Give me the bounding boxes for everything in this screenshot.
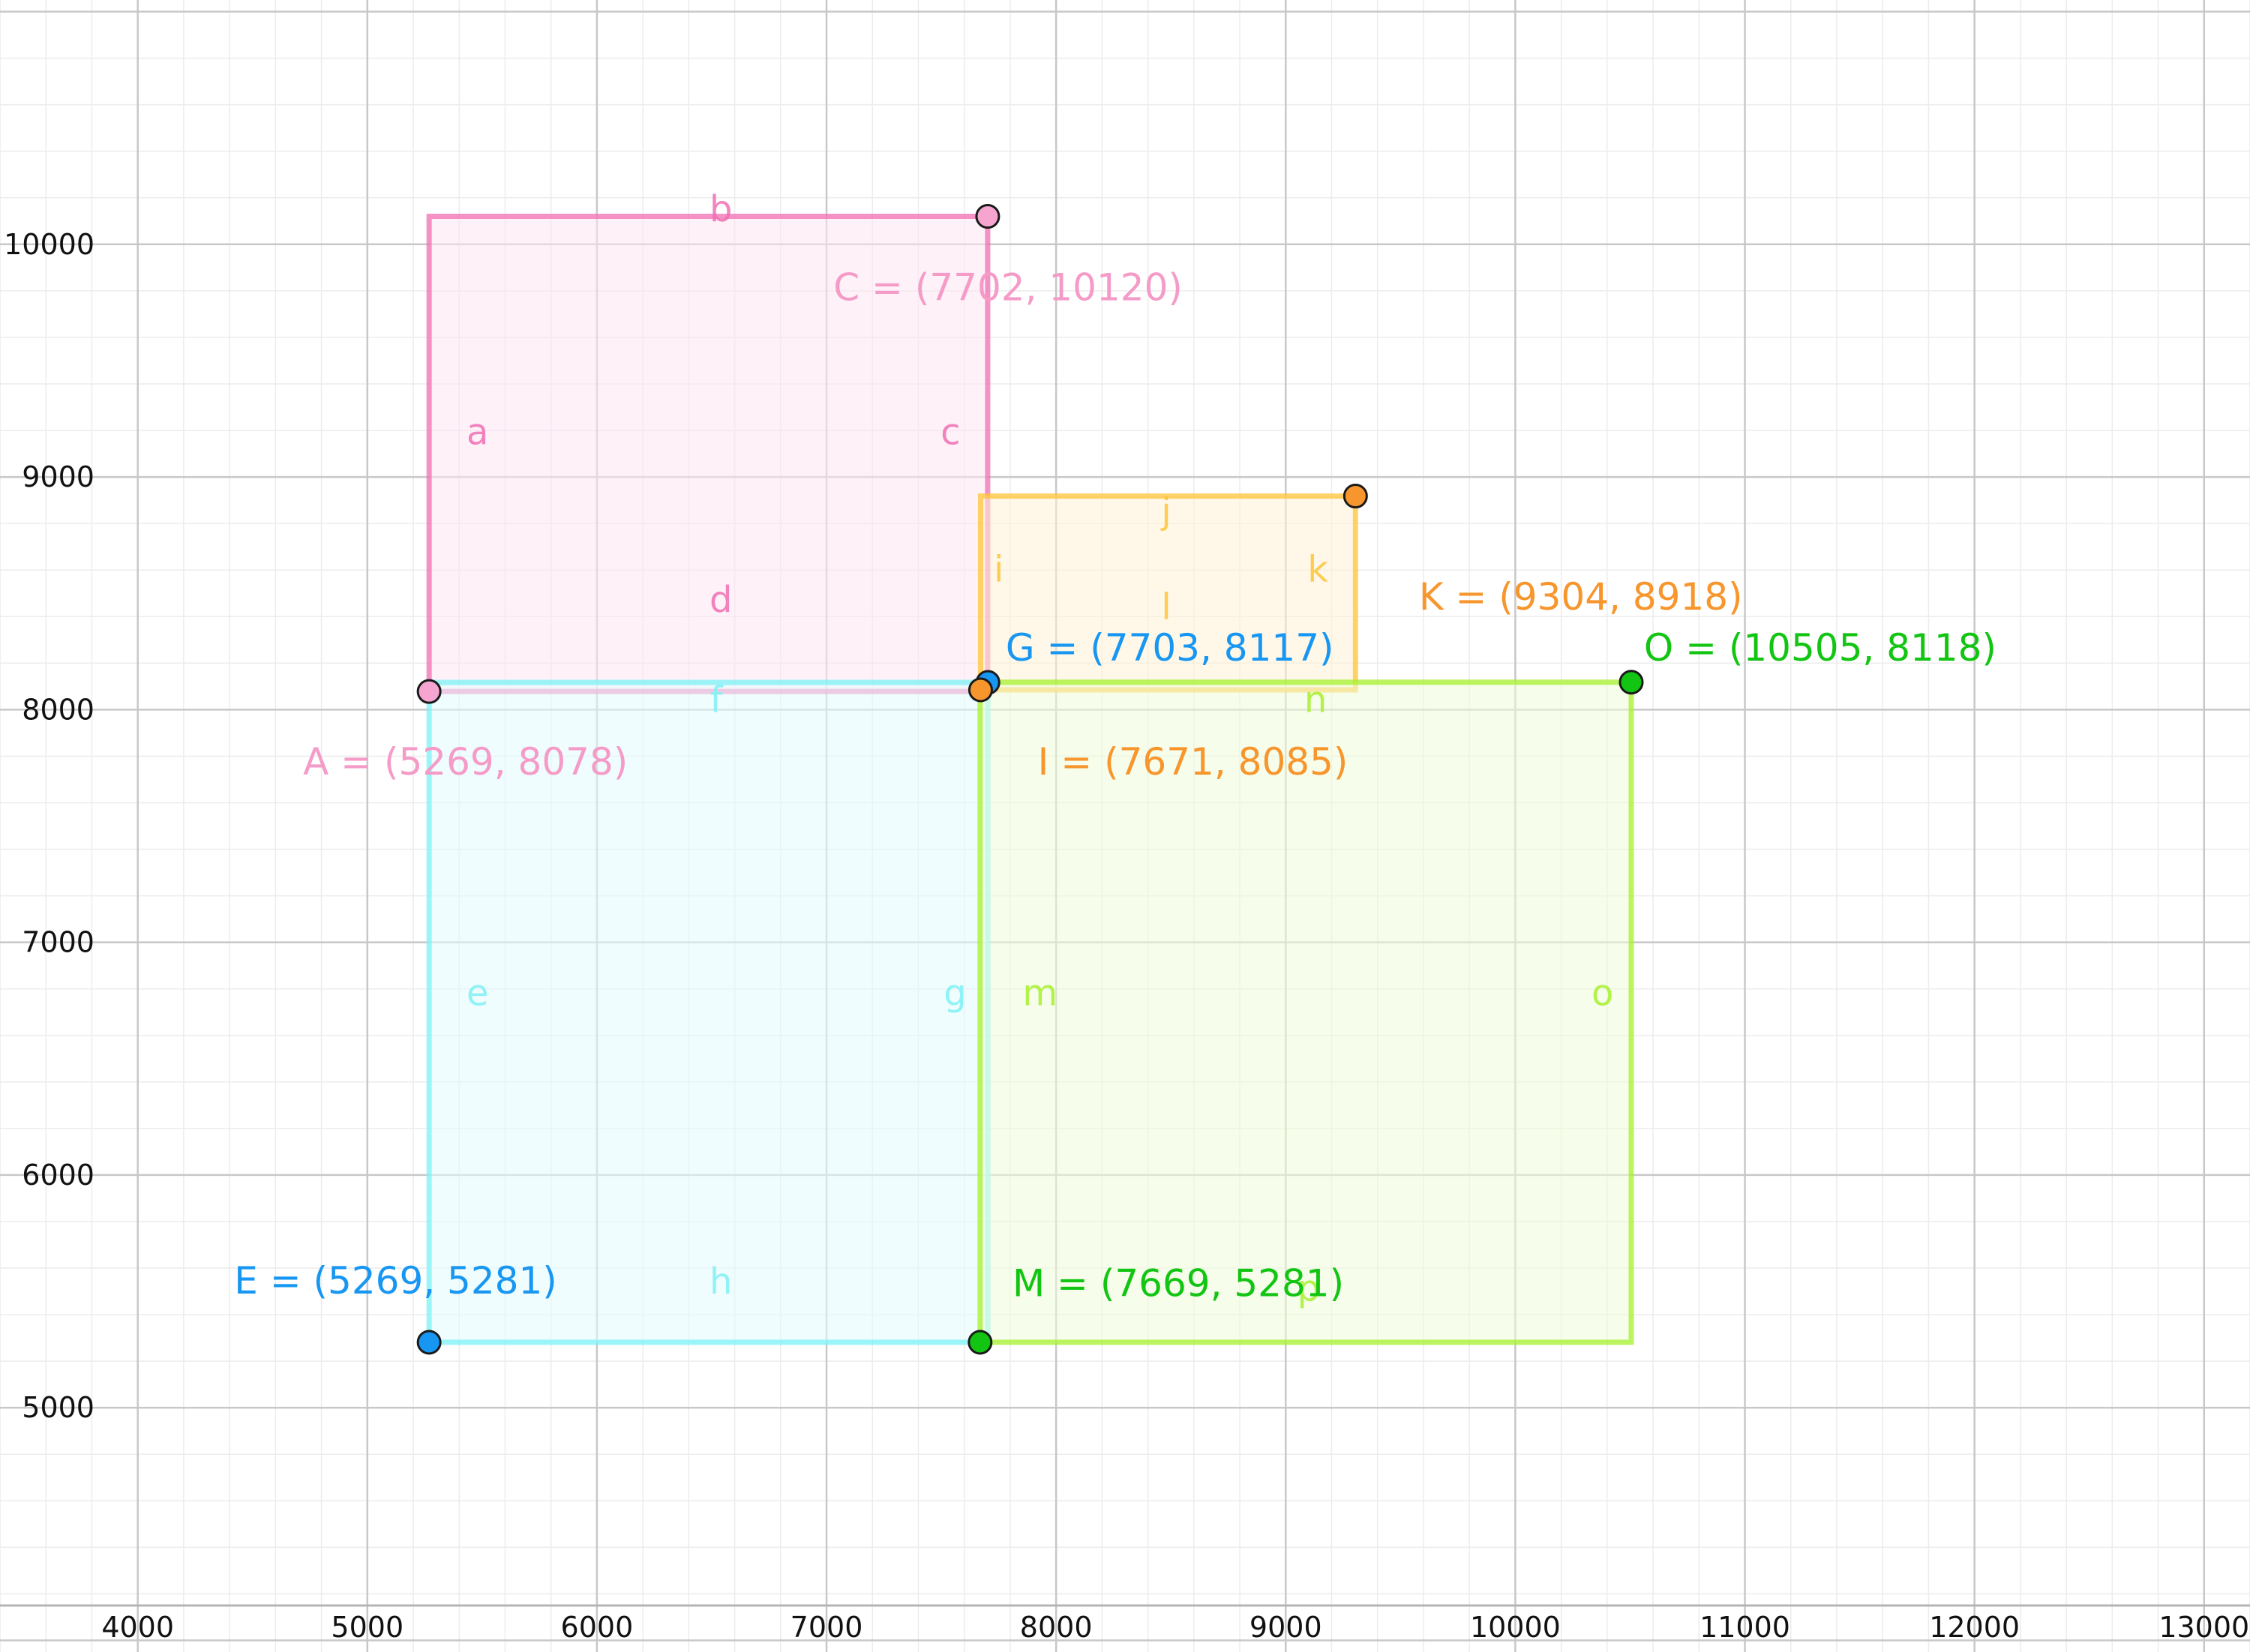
x-tick-label: 4000 — [101, 1611, 174, 1644]
x-tick-label: 13000 — [2158, 1611, 2249, 1644]
point-labels: A = (5269, 8078) C = (7702, 10120) E = (52… — [234, 265, 1996, 1305]
point-label-i: I = (7671, 8085) — [1038, 740, 1348, 784]
x-tick-label: 6000 — [561, 1611, 634, 1644]
point-a[interactable] — [416, 679, 442, 704]
point-k[interactable] — [1342, 484, 1368, 509]
segment-label-h: h — [710, 1261, 732, 1303]
point-c[interactable] — [975, 204, 1000, 229]
y-tick-label: 10000 — [4, 228, 94, 261]
x-tick-label: 12000 — [1929, 1611, 2020, 1644]
tick-labels: 4000 5000 6000 7000 8000 9000 10000 11000 12000 1… — [4, 228, 2249, 1644]
point-label-k: K = (9304, 8918) — [1419, 575, 1743, 619]
point-i[interactable] — [968, 677, 993, 703]
point-e[interactable] — [416, 1330, 442, 1355]
y-tick-label: 9000 — [22, 460, 94, 493]
segment-labels: a b c d e f g h i j k l m n o p — [466, 188, 1613, 1310]
y-tick-label: 8000 — [22, 693, 94, 726]
point-label-e: E = (5269, 5281) — [234, 1259, 557, 1303]
segment-label-o: o — [1592, 972, 1613, 1014]
segment-label-m: m — [1022, 972, 1058, 1014]
point-label-o: O = (10505, 8118) — [1644, 626, 1996, 670]
y-tick-label: 5000 — [22, 1391, 94, 1424]
segment-label-l: l — [1161, 586, 1171, 628]
segment-label-b: b — [710, 188, 732, 230]
x-tick-label: 8000 — [1020, 1611, 1093, 1644]
segment-label-k: k — [1307, 549, 1328, 591]
segment-label-d: d — [710, 579, 732, 621]
x-tick-label: 9000 — [1250, 1611, 1322, 1644]
point-o[interactable] — [1618, 670, 1644, 695]
points[interactable] — [416, 204, 1644, 1355]
x-tick-label: 10000 — [1470, 1611, 1561, 1644]
x-tick-label: 5000 — [331, 1611, 404, 1644]
segment-label-i: i — [994, 549, 1004, 591]
segment-label-a: a — [466, 412, 488, 454]
point-label-g: G = (7703, 8117) — [1006, 626, 1334, 670]
x-tick-label: 11000 — [1700, 1611, 1790, 1644]
point-label-c: C = (7702, 10120) — [833, 265, 1183, 309]
y-tick-label: 7000 — [22, 926, 94, 959]
x-tick-label: 7000 — [790, 1611, 863, 1644]
segment-label-j: j — [1160, 490, 1171, 532]
segment-label-c: c — [940, 412, 960, 454]
segment-label-e: e — [466, 972, 489, 1014]
point-label-a: A = (5269, 8078) — [303, 740, 628, 784]
segment-label-f: f — [710, 679, 724, 721]
segment-label-n: n — [1304, 679, 1327, 721]
segment-label-p: p — [1298, 1267, 1320, 1309]
segment-label-g: g — [944, 972, 966, 1014]
point-m[interactable] — [968, 1330, 993, 1355]
y-tick-label: 6000 — [22, 1159, 94, 1192]
point-label-m: M = (7669, 5281) — [1012, 1261, 1344, 1305]
